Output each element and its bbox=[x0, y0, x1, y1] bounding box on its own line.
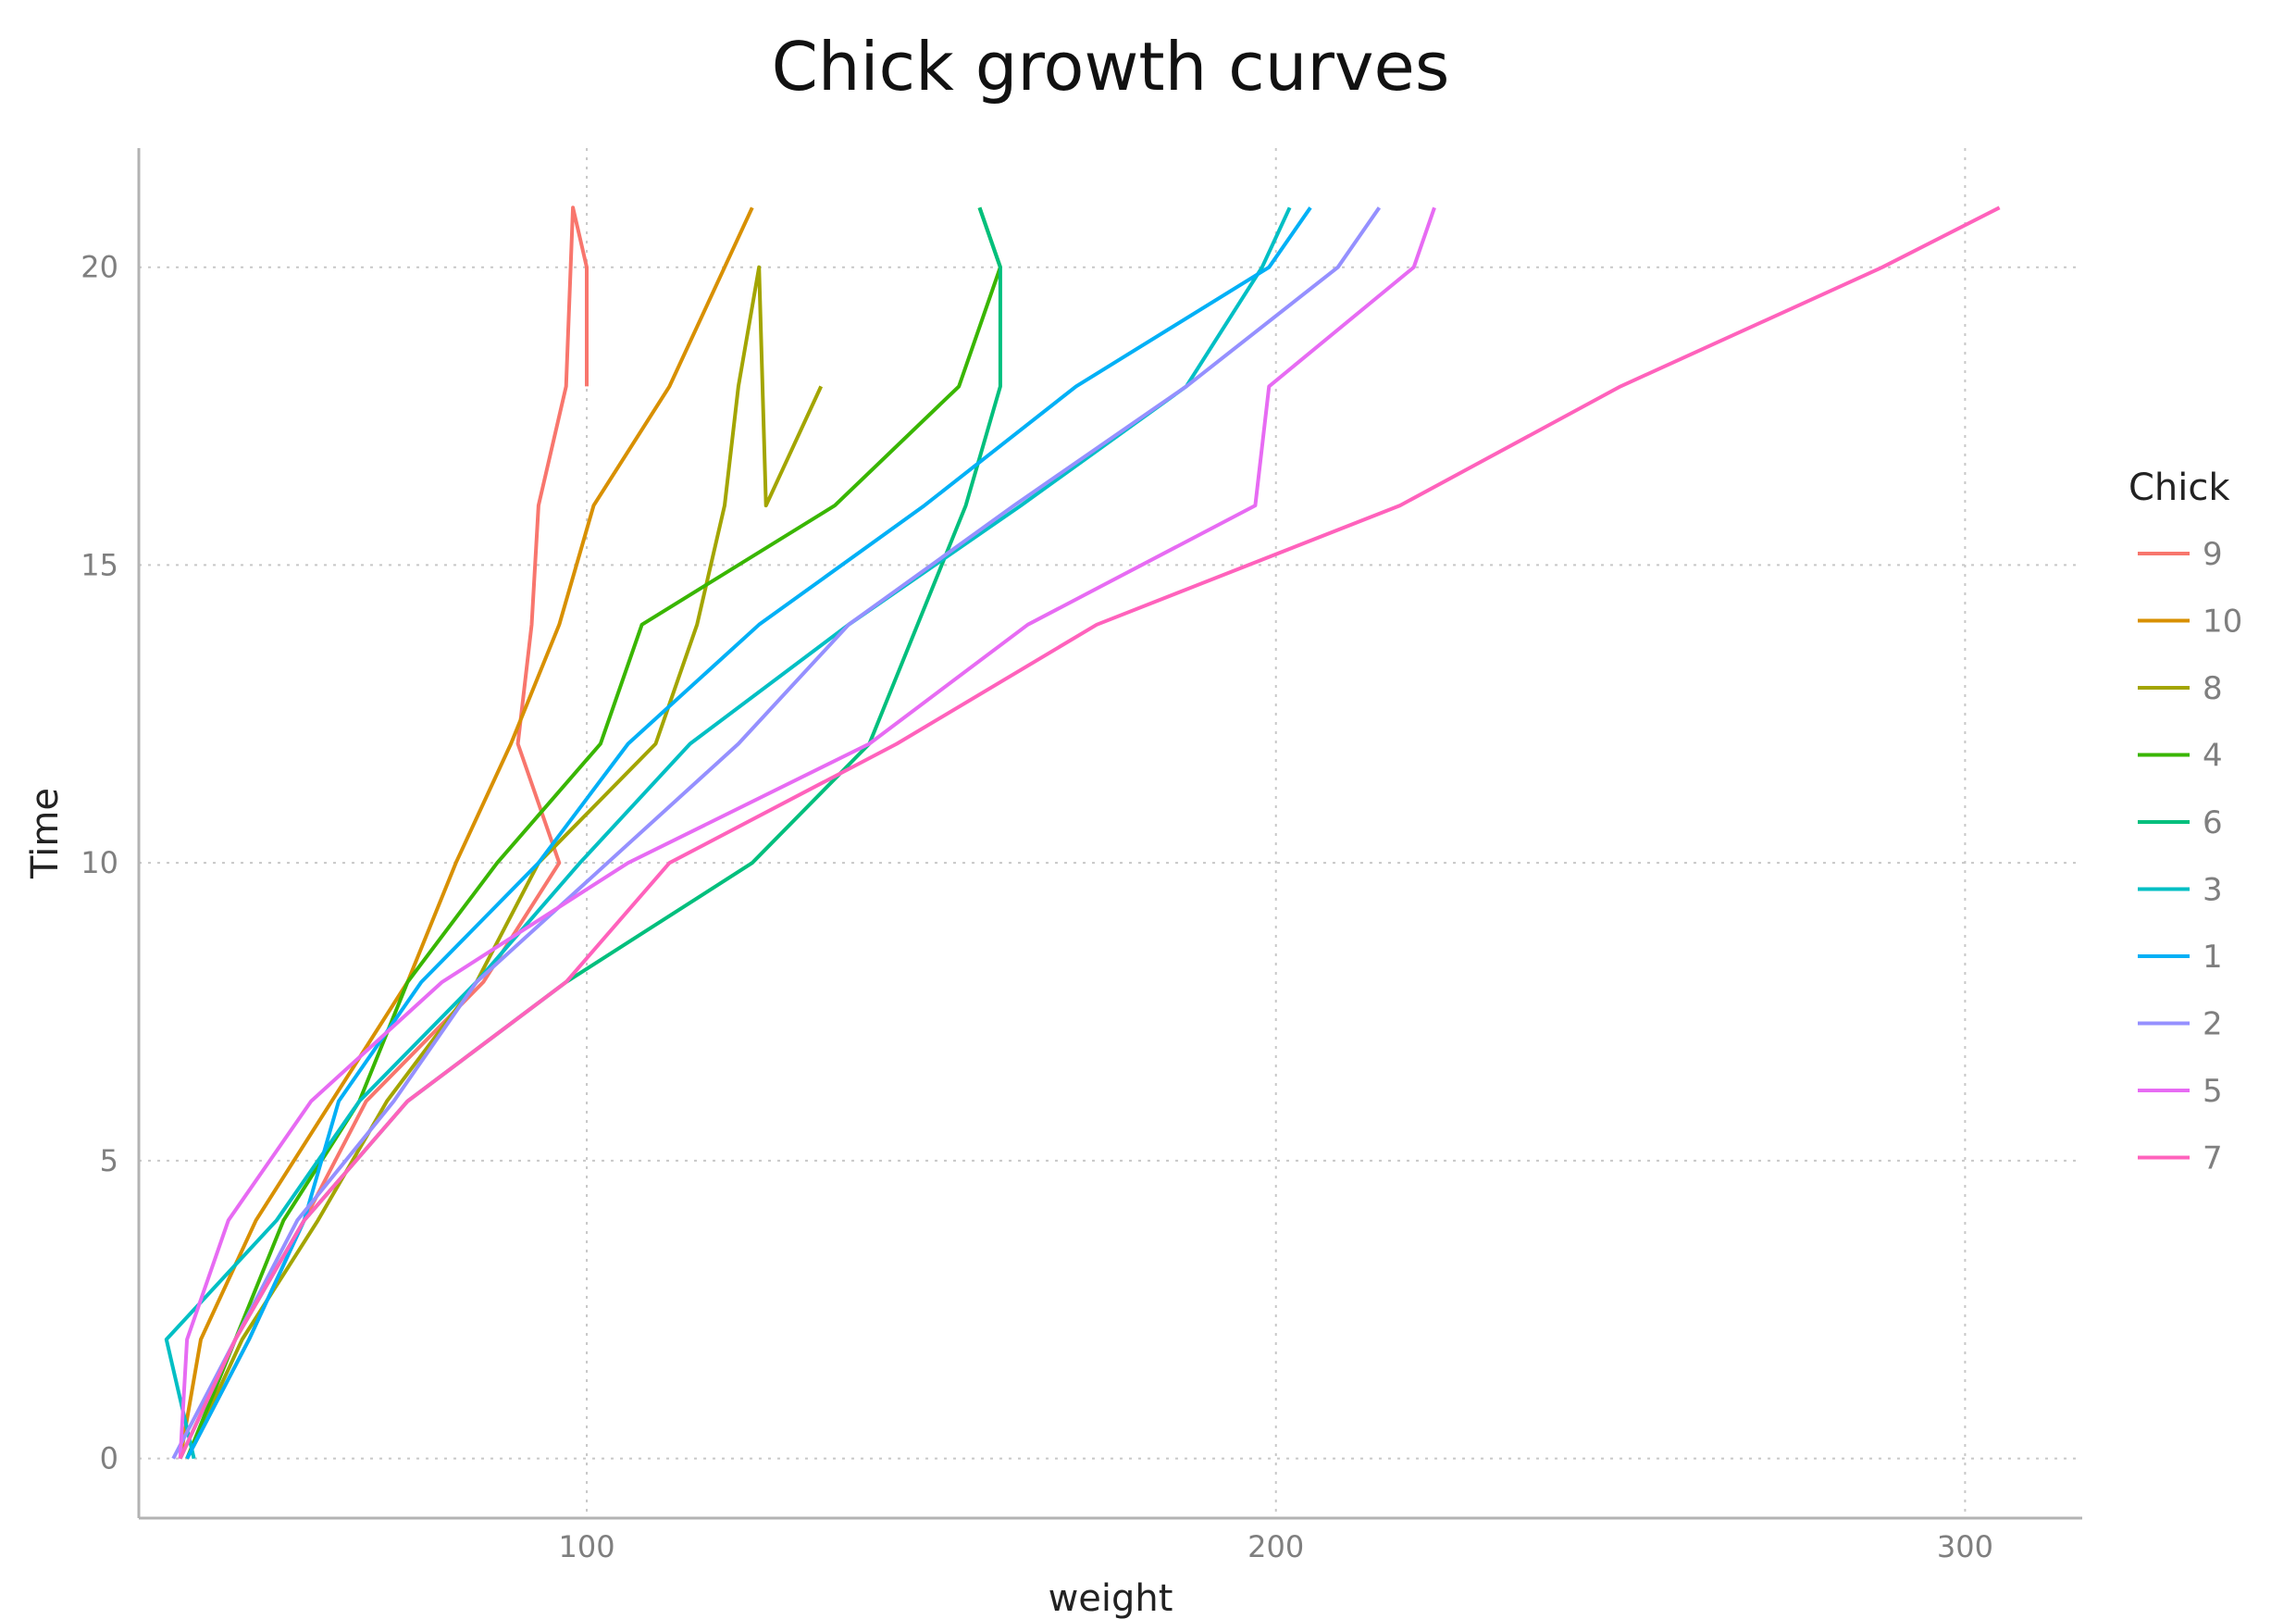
legend-label-9: 9 bbox=[2203, 536, 2223, 573]
x-tick-label: 100 bbox=[559, 1529, 615, 1564]
legend-label-5: 5 bbox=[2203, 1073, 2223, 1110]
series-line-2 bbox=[171, 206, 1382, 1460]
series-line-4 bbox=[185, 206, 1002, 1460]
y-tick-label: 15 bbox=[81, 547, 118, 582]
legend-label-4: 4 bbox=[2203, 738, 2223, 775]
series-line-3 bbox=[164, 206, 1292, 1460]
x-tick-label: 300 bbox=[1937, 1529, 1993, 1564]
series-line-7 bbox=[178, 205, 2001, 1460]
series-line-10 bbox=[178, 206, 754, 1460]
grid bbox=[139, 148, 2082, 1518]
series-line-6 bbox=[178, 206, 1002, 1460]
legend-label-2: 2 bbox=[2203, 1006, 2223, 1043]
x-axis-title: weight bbox=[1049, 1577, 1173, 1619]
y-tick-label: 0 bbox=[100, 1441, 118, 1476]
y-tick-label: 5 bbox=[100, 1143, 118, 1178]
series-lines bbox=[164, 205, 2001, 1460]
chart-title: Chick growth curves bbox=[771, 28, 1450, 106]
legend-label-7: 7 bbox=[2203, 1140, 2223, 1177]
legend-title: Chick bbox=[2128, 467, 2230, 509]
legend-label-3: 3 bbox=[2203, 872, 2223, 909]
x-tick-label: 200 bbox=[1247, 1529, 1304, 1564]
series-line-1 bbox=[185, 206, 1312, 1460]
axis-labels: 100 200 300 0 5 10 15 20 weight Time bbox=[24, 250, 1993, 1619]
series-line-9 bbox=[185, 205, 589, 1460]
series-line-8 bbox=[185, 265, 824, 1460]
axes bbox=[137, 148, 2082, 1520]
legend-label-6: 6 bbox=[2203, 804, 2223, 841]
legend-label-1: 1 bbox=[2203, 939, 2223, 976]
legend: Chick 9 10 8 4 6 3 1 2 5 7 bbox=[2128, 467, 2242, 1177]
legend-label-10: 10 bbox=[2203, 604, 2242, 641]
y-tick-label: 10 bbox=[81, 845, 118, 880]
y-axis-title: Time bbox=[24, 788, 67, 879]
series-line-5 bbox=[178, 206, 1436, 1459]
y-tick-label: 20 bbox=[81, 250, 118, 285]
legend-label-8: 8 bbox=[2203, 670, 2223, 707]
